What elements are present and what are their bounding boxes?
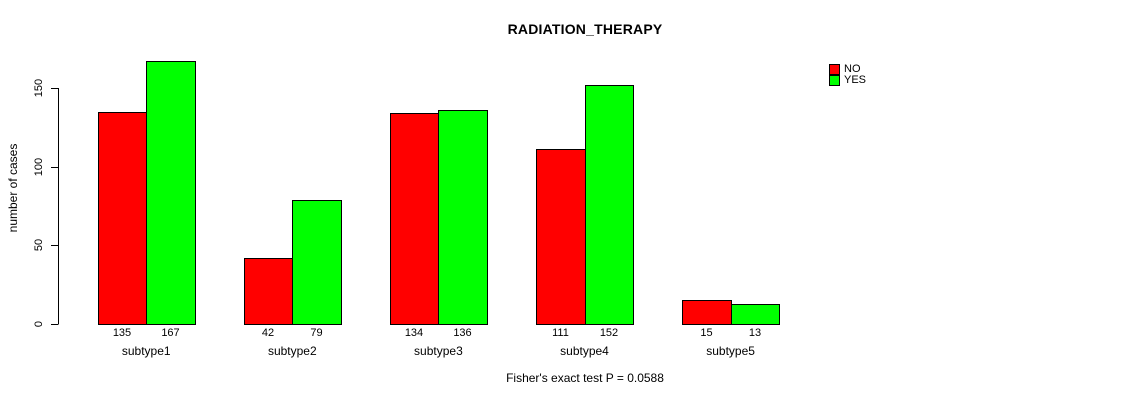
x-axis-category-label: subtype2 [268,344,317,358]
legend-swatch-yes [829,74,840,86]
legend-item-no: NO [829,63,866,75]
bar-subtype2-yes [292,200,342,325]
bar-subtype3-yes [438,110,488,325]
bar-value-label-subtype4-yes: 152 [600,327,618,339]
x-axis-category-label: subtype5 [706,344,755,358]
y-axis-tick-label: 100 [33,158,45,176]
bar-value-label-subtype1-no: 135 [113,327,131,339]
legend-item-yes: YES [829,74,867,86]
y-axis-tick-label: 50 [33,239,45,251]
bar-value-label-subtype5-no: 15 [700,327,712,339]
bar-subtype5-no [682,300,732,325]
bar-subtype1-no [98,112,147,325]
bar-subtype1-yes [146,61,196,325]
x-axis-category-label: subtype1 [122,344,171,358]
bar-value-label-subtype2-no: 42 [262,327,274,339]
bar-value-label-subtype2-yes: 79 [310,327,322,339]
x-axis-category-label: subtype3 [414,344,463,358]
bar-subtype2-no [244,258,293,325]
y-axis-tick-label: 0 [33,321,45,327]
chart-title: RADIATION_THERAPY [507,21,663,37]
bar-value-label-subtype4-no: 111 [552,327,569,339]
legend-swatch-no [829,63,840,75]
bar-subtype3-no [390,113,439,325]
bar-value-label-subtype3-yes: 136 [453,327,471,339]
bar-subtype5-yes [731,304,780,325]
y-axis-tick-label: 150 [33,79,45,97]
annotation-text: Fisher's exact test P = 0.0588 [506,371,664,385]
legend-label-yes: YES [844,74,867,86]
x-axis-category-label: subtype4 [560,344,609,358]
bar-subtype4-yes [585,85,634,325]
y-axis-label: number of cases [6,143,20,233]
bar-value-label-subtype3-no: 134 [405,327,423,339]
legend-label-no: NO [844,63,861,75]
bar-value-label-subtype1-yes: 167 [161,327,179,339]
legend: NO YES [829,63,867,86]
bar-value-label-subtype5-yes: 13 [749,327,761,339]
bar-subtype4-no [536,149,586,325]
